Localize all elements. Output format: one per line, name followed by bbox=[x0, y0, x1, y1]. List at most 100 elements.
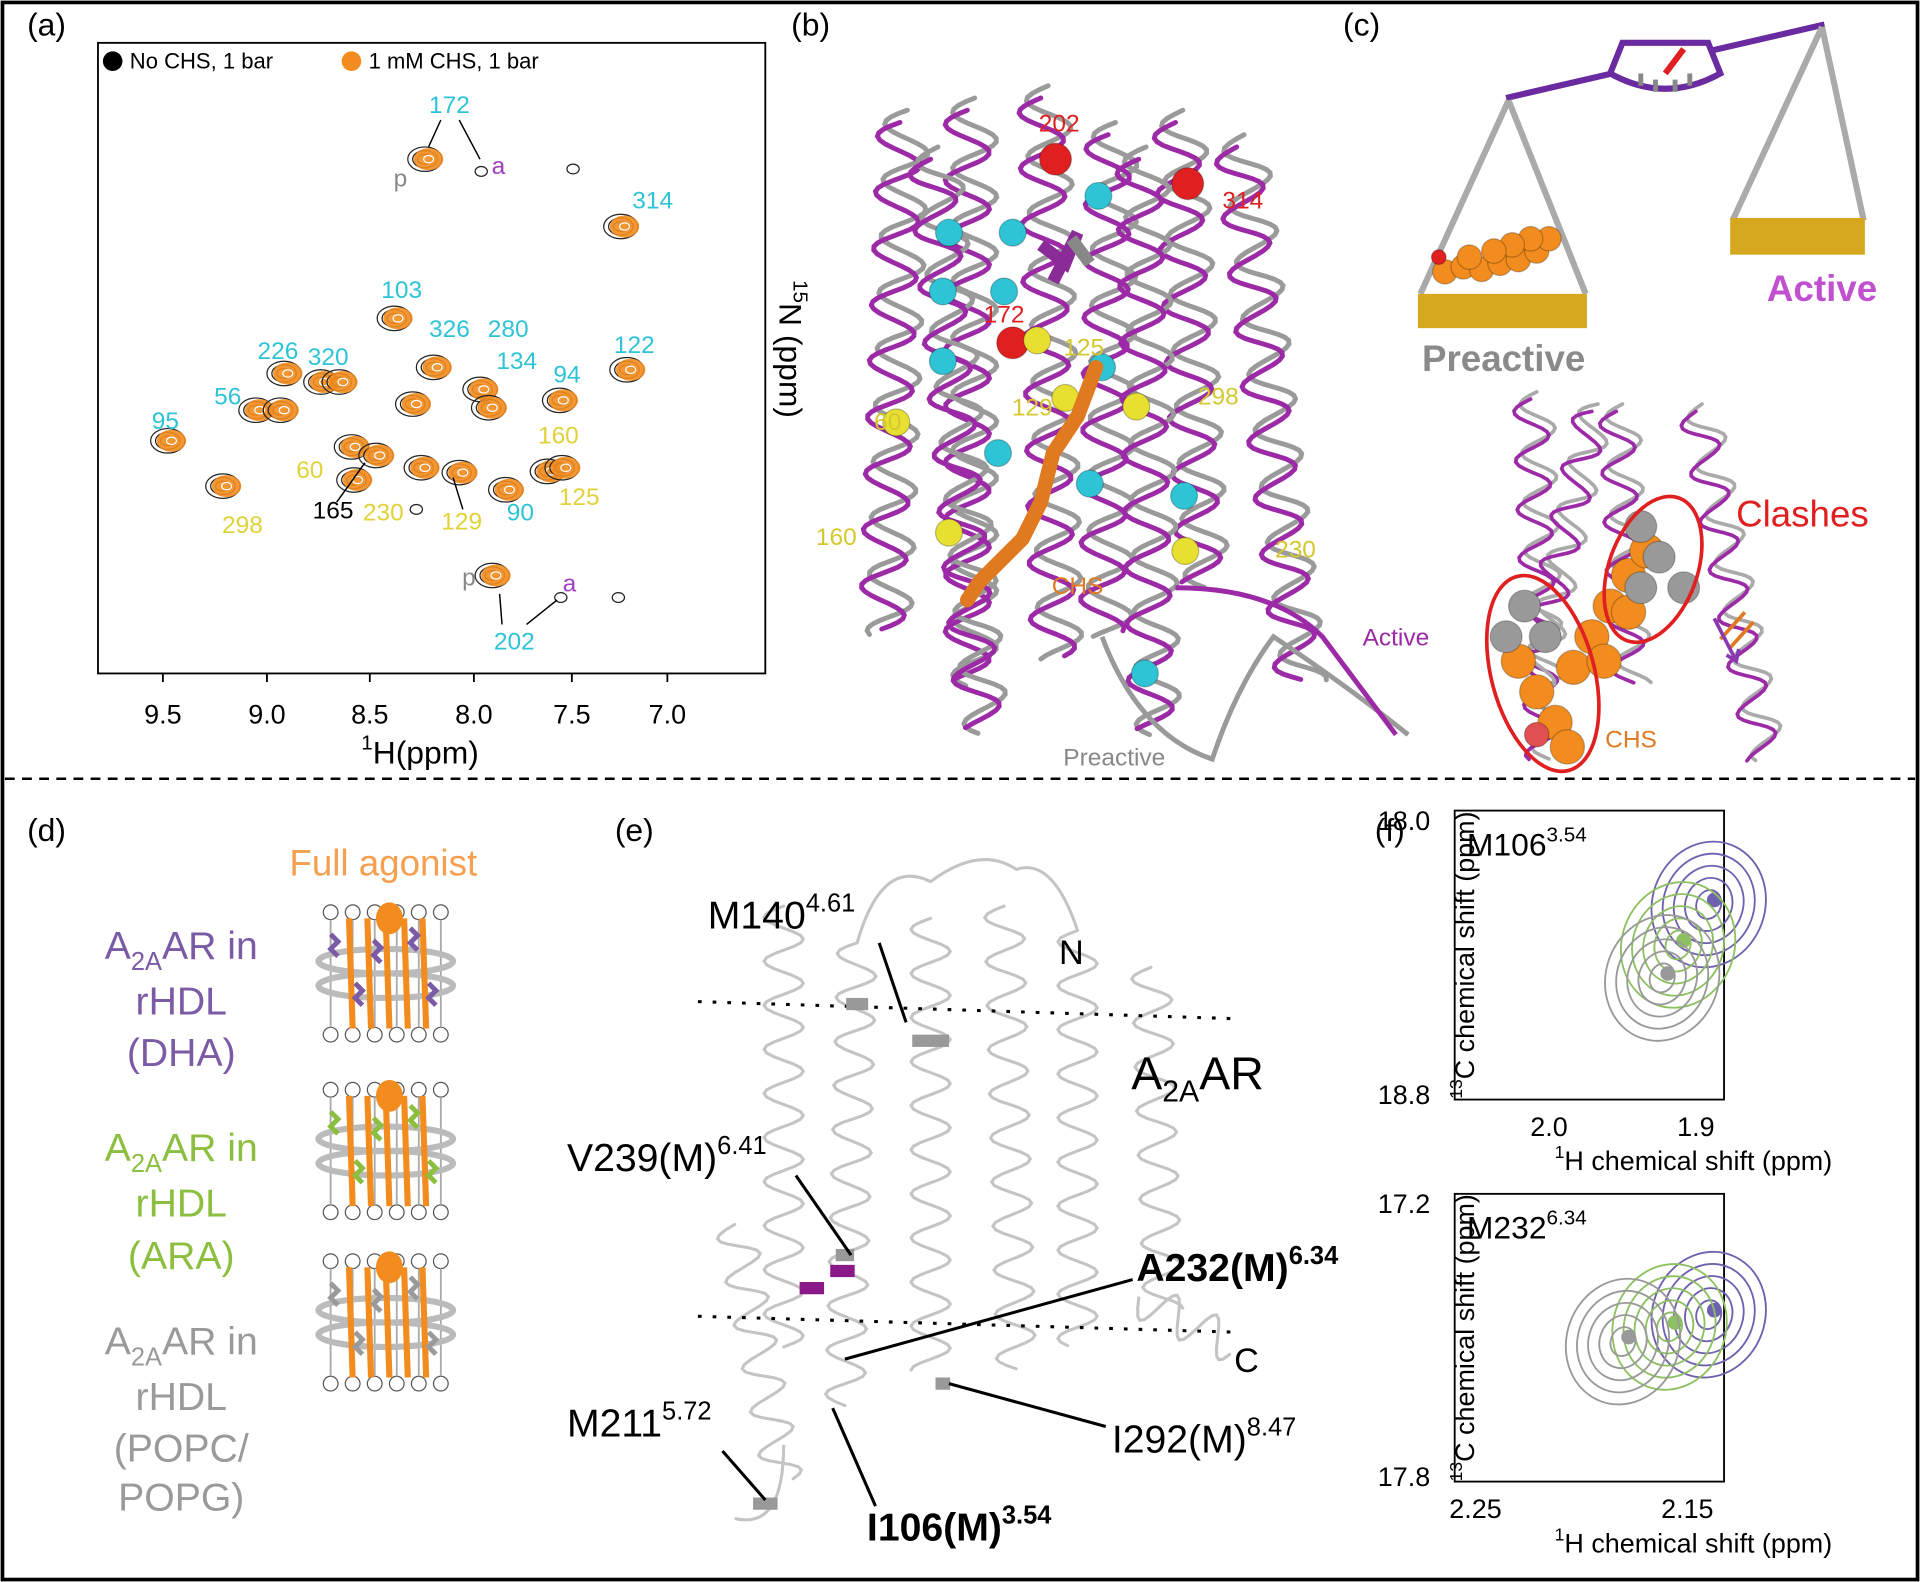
peak-center bbox=[560, 463, 572, 473]
receptor-helix bbox=[345, 1267, 356, 1378]
sphere bbox=[1430, 249, 1447, 266]
helix bbox=[1085, 119, 1140, 639]
text-part: 13 bbox=[1446, 1079, 1466, 1098]
lipid-head bbox=[322, 1253, 339, 1270]
helix bbox=[715, 1222, 804, 1481]
contour bbox=[1672, 864, 1745, 945]
lipid-head bbox=[388, 1204, 405, 1221]
text-part: H chemical shift (ppm) bbox=[1564, 1528, 1832, 1558]
side-chain bbox=[753, 1497, 778, 1510]
ligand-agonist bbox=[1066, 235, 1095, 267]
lipid-chain bbox=[425, 1330, 440, 1356]
text-part: A bbox=[105, 1127, 132, 1170]
x-axis-label: 1H(ppm) bbox=[361, 731, 479, 770]
leader-line bbox=[831, 1407, 877, 1507]
condition-label: (ARA) bbox=[128, 1235, 235, 1278]
sphere bbox=[1038, 142, 1073, 176]
y-tick-label: 18.0 bbox=[1378, 806, 1430, 836]
y-axis-label: 13C chemical shift (ppm) bbox=[1446, 811, 1480, 1098]
lipid-chain bbox=[406, 926, 422, 952]
lipid-head bbox=[344, 1026, 361, 1043]
legend-marker bbox=[341, 51, 362, 72]
peak-label: 95 bbox=[152, 408, 179, 435]
sphere bbox=[1518, 674, 1555, 710]
sphere bbox=[1456, 244, 1483, 270]
peak-label: 160 bbox=[538, 423, 579, 450]
lipid-chain bbox=[425, 1159, 440, 1185]
sphere bbox=[882, 408, 911, 437]
peak-label: 320 bbox=[308, 344, 349, 371]
peak-center bbox=[423, 154, 435, 164]
text-part: M211 bbox=[567, 1403, 662, 1446]
residue-label: 129 bbox=[1012, 394, 1053, 421]
sphere bbox=[1122, 392, 1151, 421]
helix bbox=[914, 144, 1008, 736]
peak-label: 172 bbox=[429, 92, 470, 119]
contour bbox=[1604, 914, 1721, 1042]
text-part: C chemical shift (ppm) bbox=[1450, 811, 1480, 1079]
arrow bbox=[1712, 617, 1741, 665]
lipid-chain bbox=[406, 1275, 422, 1301]
peak-contour bbox=[474, 165, 488, 177]
peak-label: 90 bbox=[507, 500, 534, 527]
residue-label: 125 bbox=[1063, 334, 1104, 361]
side-chain bbox=[830, 1264, 855, 1278]
condition-label: (POPC/ bbox=[114, 1427, 249, 1470]
contour bbox=[1609, 1326, 1637, 1357]
receptor-helix bbox=[401, 1095, 411, 1207]
peak-contour bbox=[566, 163, 580, 175]
side-chain bbox=[912, 1034, 949, 1047]
y-tick-label: 18.8 bbox=[1378, 1080, 1430, 1110]
contour bbox=[1626, 938, 1699, 1018]
leader-line bbox=[427, 119, 442, 148]
lipid-chain bbox=[351, 1330, 366, 1356]
text-part: AR bbox=[1199, 1048, 1264, 1100]
membrane-boundary bbox=[697, 1314, 1237, 1334]
residue-label: 60 bbox=[874, 409, 901, 436]
sphere bbox=[1169, 481, 1199, 510]
helix bbox=[1136, 1293, 1232, 1362]
residue-label: 314 bbox=[1222, 188, 1263, 215]
peak-center bbox=[1660, 966, 1676, 981]
text-part: 13 bbox=[1446, 1462, 1466, 1481]
peak-center bbox=[419, 463, 431, 473]
terminus-label: C bbox=[1234, 1342, 1259, 1380]
contour bbox=[1576, 1289, 1670, 1394]
peak-label: 122 bbox=[614, 332, 655, 359]
residue-label: I292(M)8.47 bbox=[1112, 1413, 1297, 1462]
sphere bbox=[1642, 540, 1676, 574]
helix bbox=[907, 156, 1002, 731]
loop bbox=[1099, 633, 1410, 763]
peak bbox=[273, 362, 303, 385]
helix bbox=[949, 95, 1000, 689]
helix bbox=[909, 916, 953, 1372]
peak bbox=[615, 358, 646, 381]
panel-label: (d) bbox=[27, 812, 66, 848]
y-axis-label: 15N (ppm) bbox=[772, 280, 811, 418]
text-part: 6.34 bbox=[1547, 1207, 1587, 1230]
peak-label: 60 bbox=[296, 457, 323, 484]
leader-line bbox=[336, 462, 366, 503]
lipid-chain bbox=[327, 1281, 342, 1308]
balance-needle bbox=[1662, 47, 1687, 76]
receptor-helix bbox=[401, 918, 411, 1029]
lipid-head bbox=[322, 904, 339, 921]
helix bbox=[1023, 83, 1084, 662]
peak-center bbox=[337, 377, 349, 387]
lipid-head bbox=[322, 1204, 339, 1221]
condition-label: A2AAR in bbox=[105, 925, 258, 975]
lipid-head bbox=[322, 1375, 339, 1392]
plot-title: M2326.34 bbox=[1467, 1207, 1587, 1246]
balance-string bbox=[1505, 99, 1589, 296]
text-part: H(ppm) bbox=[373, 735, 479, 771]
peak bbox=[413, 148, 444, 171]
peak bbox=[422, 356, 452, 379]
x-tick-label: 2.0 bbox=[1530, 1112, 1567, 1142]
sphere bbox=[998, 218, 1027, 247]
lipid-head bbox=[432, 1253, 449, 1270]
contour bbox=[1611, 1263, 1728, 1391]
panel-label: (e) bbox=[615, 812, 654, 848]
peak-center bbox=[1621, 1329, 1636, 1345]
text-part: A232(M) bbox=[1136, 1247, 1288, 1290]
